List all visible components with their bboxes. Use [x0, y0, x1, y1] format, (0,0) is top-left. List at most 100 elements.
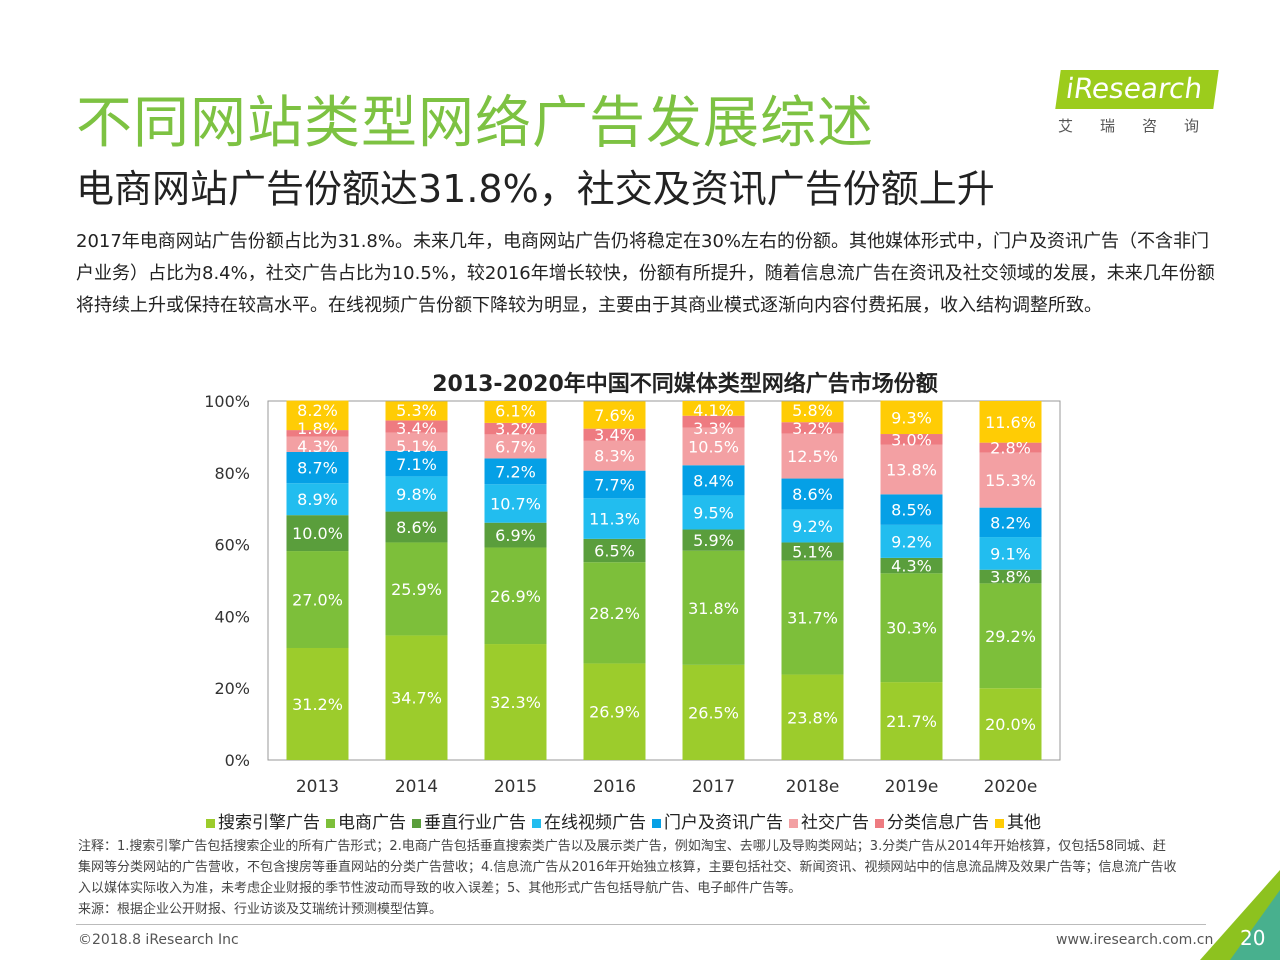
- bar-segment: [979, 442, 1042, 453]
- x-tick-label: 2013: [296, 777, 339, 797]
- bar-segment: [583, 401, 646, 429]
- x-tick-label: 2014: [395, 777, 438, 797]
- bar-segment: [880, 494, 943, 525]
- legend-swatch: [875, 819, 884, 828]
- data-label: 3.8%: [990, 568, 1031, 587]
- bar-segment: [979, 583, 1042, 689]
- bar-segment: [583, 538, 646, 563]
- data-label: 10.7%: [490, 494, 541, 513]
- data-label: 13.8%: [886, 461, 937, 480]
- legend-swatch: [789, 819, 798, 828]
- legend-swatch: [995, 819, 1004, 828]
- data-label: 4.3%: [891, 557, 932, 576]
- bar-segment: [880, 557, 943, 574]
- x-tick-label: 2016: [593, 777, 636, 797]
- website-link[interactable]: www.iresearch.com.cn: [1056, 932, 1214, 948]
- notes: 注释：1.搜索引擎广告包括搜索企业的所有广告形式；2.电商广告包括垂直搜索类广告…: [78, 836, 1178, 920]
- data-label: 31.2%: [292, 695, 343, 714]
- bar-segment: [385, 635, 448, 760]
- data-label: 9.2%: [891, 532, 932, 551]
- data-label: 3.2%: [495, 419, 536, 438]
- data-label: 11.3%: [589, 510, 640, 529]
- bar-segment: [484, 522, 547, 548]
- bar-segment: [979, 688, 1042, 760]
- note-text: 注释：1.搜索引擎广告包括搜索企业的所有广告形式；2.电商广告包括垂直搜索类广告…: [78, 839, 1177, 896]
- data-label: 20.0%: [985, 715, 1036, 734]
- bar-segment: [286, 647, 349, 760]
- bar-segment: [385, 401, 448, 421]
- legend-swatch: [206, 819, 215, 828]
- page-number: 20: [1240, 926, 1266, 950]
- body-text: 2017年电商网站广告份额占比为31.8%。未来几年，电商网站广告仍将稳定在30…: [76, 231, 1215, 316]
- bar-segment: [484, 458, 547, 485]
- data-label: 26.9%: [589, 703, 640, 722]
- bar-segment: [880, 400, 943, 435]
- bar-segment: [286, 436, 349, 452]
- bar-segment: [979, 537, 1042, 570]
- data-label: 5.3%: [396, 401, 437, 420]
- data-label: 5.8%: [792, 401, 833, 420]
- bar-segment: [682, 465, 745, 496]
- y-tick-label: 80%: [214, 464, 250, 483]
- data-label: 12.5%: [787, 447, 838, 466]
- legend-swatch: [412, 819, 421, 828]
- data-label: 3.0%: [891, 430, 932, 449]
- bar-segment: [385, 420, 448, 433]
- bar-segment: [484, 434, 547, 459]
- bar-segment: [583, 498, 646, 539]
- data-label: 7.2%: [495, 462, 536, 481]
- bar-segment: [385, 476, 448, 512]
- data-label: 34.7%: [391, 689, 442, 708]
- bar-segment: [484, 644, 547, 760]
- bar-segment: [484, 547, 547, 645]
- bar-segment: [979, 507, 1042, 538]
- bar-segment: [781, 560, 844, 675]
- bar-segment: [385, 542, 448, 636]
- data-label: 32.3%: [490, 693, 541, 712]
- source-text: 来源：根据企业公开财报、行业访谈及艾瑞统计预测模型估算。: [78, 902, 443, 917]
- bar-segment: [979, 452, 1042, 508]
- bar-segment: [880, 573, 943, 683]
- plot-frame: [267, 400, 1061, 761]
- data-label: 31.8%: [688, 599, 739, 618]
- bar-segment: [682, 401, 745, 416]
- data-label: 9.1%: [990, 544, 1031, 563]
- data-label: 8.4%: [693, 471, 734, 490]
- data-label: 1.8%: [297, 419, 338, 438]
- bar-segment: [781, 542, 844, 561]
- data-label: 8.3%: [594, 447, 635, 466]
- data-label: 4.1%: [693, 401, 734, 420]
- page-subtitle: 电商网站广告份额达31.8%，社交及资讯广告份额上升: [76, 167, 995, 211]
- copyright: ©2018.8 iResearch Inc: [78, 932, 239, 948]
- data-label: 7.1%: [396, 455, 437, 474]
- data-label: 7.7%: [594, 475, 635, 494]
- y-tick-label: 0%: [225, 751, 250, 770]
- x-tick-label: 2015: [494, 777, 537, 797]
- legend-label: 其他: [1007, 813, 1041, 833]
- legend-swatch: [652, 819, 661, 828]
- bar-segment: [682, 427, 745, 466]
- iresearch-logo: iResearch 艾瑞咨询: [1055, 70, 1226, 136]
- bar-segment: [781, 674, 844, 760]
- bar-segment: [979, 569, 1042, 584]
- data-label: 5.9%: [693, 531, 734, 550]
- bar-segment: [286, 515, 349, 552]
- bar-segment: [880, 682, 943, 760]
- data-label: 10.0%: [292, 524, 343, 543]
- data-label: 23.8%: [787, 708, 838, 727]
- bar-segment: [484, 484, 547, 523]
- data-label: 26.5%: [688, 703, 739, 722]
- data-label: 6.7%: [495, 437, 536, 456]
- bar-segment: [583, 428, 646, 441]
- data-label: 27.0%: [292, 591, 343, 610]
- legend-label: 搜索引擎广告: [218, 813, 320, 833]
- data-label: 31.7%: [787, 609, 838, 628]
- x-tick-label: 2019e: [885, 777, 939, 797]
- bar-segment: [880, 444, 943, 495]
- bar-segment: [979, 401, 1042, 443]
- data-label: 6.9%: [495, 526, 536, 545]
- y-tick-label: 100%: [204, 392, 250, 411]
- legend-label: 垂直行业广告: [424, 813, 526, 833]
- bar-segment: [286, 551, 349, 648]
- chart-legend: 搜索引擎广告 电商广告 垂直行业广告 在线视频广告 门户及资讯广告 社交广告 分类信息广告其…: [200, 808, 1041, 833]
